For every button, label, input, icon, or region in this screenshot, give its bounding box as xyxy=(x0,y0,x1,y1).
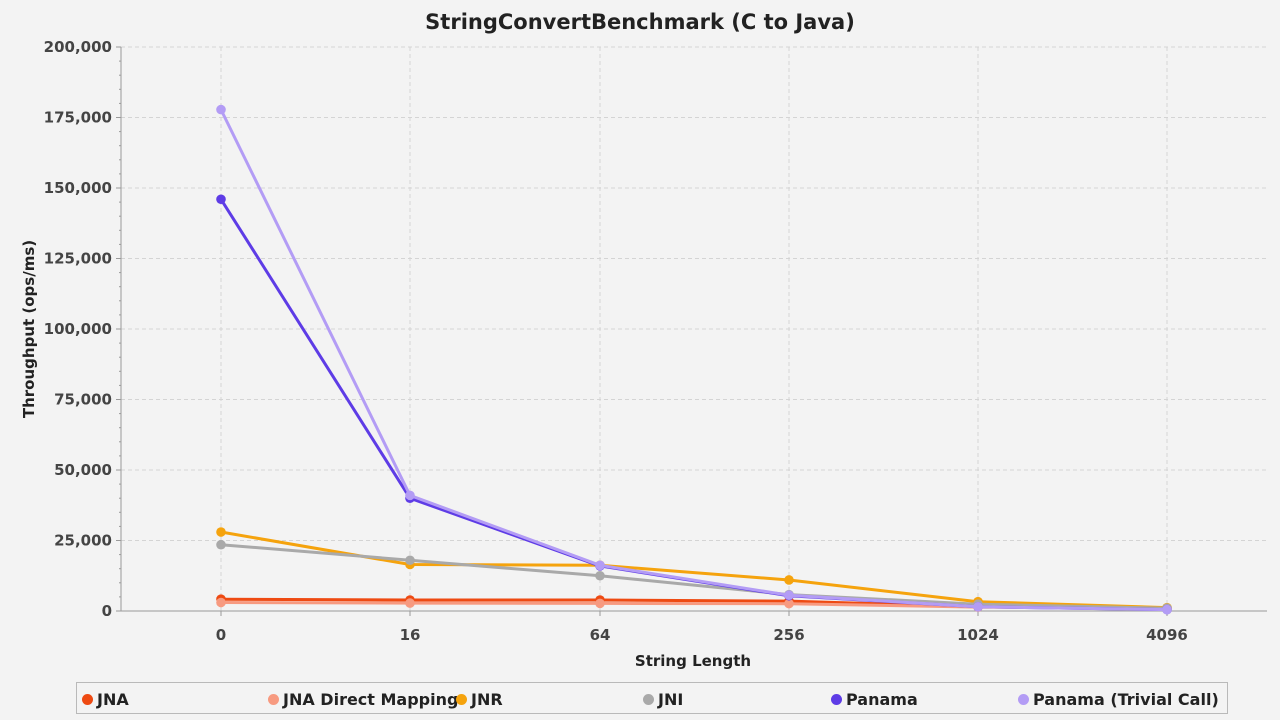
x-tick-label: 64 xyxy=(590,626,611,644)
series-line-jni xyxy=(220,543,1168,610)
y-tick-label: 50,000 xyxy=(54,461,112,479)
data-point-panama xyxy=(216,194,226,205)
gridlines xyxy=(121,46,1267,611)
y-tick-label: 175,000 xyxy=(44,109,112,127)
x-tick-label: 4096 xyxy=(1146,626,1188,644)
data-point-jnr xyxy=(216,527,226,537)
legend-item-jnr: JNR xyxy=(456,689,503,709)
data-point-jna-direct-mapping xyxy=(405,598,415,608)
y-axis-label: Throughput (ops/ms) xyxy=(20,240,38,418)
axes: 0 25,000 50,000 75,000 100,000 125,000 150,000… xyxy=(44,38,1267,644)
data-point-jni xyxy=(595,570,605,581)
legend-item-panama: Panama xyxy=(831,689,918,709)
legend-label: JNA xyxy=(97,689,129,709)
chart-title: StringConvertBenchmark (C to Java) xyxy=(425,10,855,34)
data-point-panama-trivial-call xyxy=(973,601,983,612)
y-tick-label: 125,000 xyxy=(44,250,112,268)
data-point-jnr xyxy=(784,575,794,585)
x-tick-label: 256 xyxy=(773,626,804,644)
legend-marker-icon xyxy=(268,693,279,705)
y-tick-label: 25,000 xyxy=(54,532,112,550)
data-point-jna-direct-mapping xyxy=(216,597,226,608)
series-line-panama xyxy=(219,198,1168,612)
legend-label: Panama xyxy=(846,689,918,709)
data-point-panama-trivial-call xyxy=(216,104,226,115)
series-layer xyxy=(216,104,1172,615)
y-tick-label: 200,000 xyxy=(44,38,112,56)
x-tick-label: 16 xyxy=(400,626,421,644)
legend-item-jna: JNA xyxy=(82,689,129,709)
data-point-jni xyxy=(216,539,226,550)
x-tick-label: 1024 xyxy=(957,626,999,644)
series-panama-trivial-call xyxy=(216,104,1172,615)
series-line-panama-trivial-call xyxy=(219,108,1168,612)
data-point-panama-trivial-call xyxy=(405,490,415,501)
legend-label: JNA Direct Mapping xyxy=(283,689,459,709)
data-point-jni xyxy=(405,555,415,566)
y-tick-label: 0 xyxy=(102,602,112,620)
y-tick-label: 100,000 xyxy=(44,320,112,338)
data-point-jna-direct-mapping xyxy=(595,598,605,609)
legend-item-jni: JNI xyxy=(643,689,683,709)
legend: JNA JNA Direct Mapping JNR JNI Panama Panama … xyxy=(76,682,1228,714)
chart-canvas: StringConvertBenchmark (C to Java) 0 25,0… xyxy=(20,10,1267,670)
data-point-panama-trivial-call xyxy=(784,590,794,601)
legend-marker-icon xyxy=(456,693,467,705)
legend-label: JNI xyxy=(658,689,684,709)
series-panama xyxy=(216,194,1172,615)
legend-label: JNR xyxy=(471,689,503,709)
legend-marker-icon xyxy=(82,693,93,705)
y-tick-label: 75,000 xyxy=(54,391,112,409)
x-axis-label: String Length xyxy=(635,652,751,670)
legend-item-panama-trivial-call: Panama (Trivial Call) xyxy=(1018,689,1219,709)
legend-marker-icon xyxy=(643,693,654,705)
data-point-panama-trivial-call xyxy=(595,560,605,571)
data-point-jna-direct-mapping xyxy=(784,598,794,609)
legend-label: Panama (Trivial Call) xyxy=(1033,689,1219,709)
series-line-jnr xyxy=(220,530,1168,610)
legend-marker-icon xyxy=(831,693,842,705)
x-tick-label: 0 xyxy=(216,626,226,644)
data-point-panama-trivial-call xyxy=(1162,604,1172,615)
legend-item-jna-direct-mapping: JNA Direct Mapping xyxy=(268,689,458,709)
legend-marker-icon xyxy=(1018,693,1029,705)
y-tick-label: 150,000 xyxy=(44,179,112,197)
